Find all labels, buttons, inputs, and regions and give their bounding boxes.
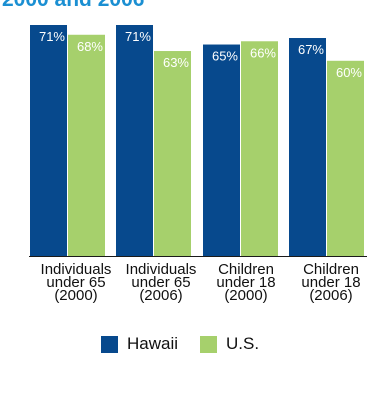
bar-value-label-hawaii-1: 71% (39, 29, 65, 44)
bar-hawaii-2 (116, 25, 153, 256)
category-label-2: Individuals under 65 (2006) (125, 261, 197, 304)
bar-us-3 (241, 41, 278, 256)
bar-hawaii-4 (289, 38, 326, 256)
bar-us-2 (154, 51, 191, 256)
legend-label-us: U.S. (226, 334, 260, 353)
legend-item-hawaii: Hawaii (101, 333, 178, 355)
bar-value-label-hawaii-4: 67% (298, 42, 324, 57)
category-label-4: Children under 18 (2006) (301, 261, 361, 304)
bar-value-label-hawaii-2: 71% (125, 29, 151, 44)
bar-value-label-us-4: 60% (336, 65, 362, 80)
legend-item-us: U.S. (200, 333, 259, 355)
category-label-3: Children under 18 (2000) (216, 261, 276, 304)
legend-swatch-us (200, 335, 217, 353)
legend-label-hawaii: Hawaii (127, 334, 179, 353)
bar-value-label-hawaii-3: 65% (212, 49, 238, 64)
bar-value-label-us-2: 63% (163, 55, 189, 70)
bar-value-label-us-3: 66% (250, 45, 276, 60)
chart-title-area: 2000 and 2006 (0, 0, 372, 12)
bar-hawaii-1 (30, 25, 67, 256)
legend-swatch-hawaii (101, 335, 118, 353)
category-label-1: Individuals under 65 (2000) (40, 261, 112, 304)
bar-us-1 (68, 34, 105, 257)
bar-value-label-us-1: 68% (77, 39, 103, 54)
bar-hawaii-3 (203, 44, 240, 257)
bar-us-4 (327, 60, 364, 257)
chart-title: 2000 and 2006 (2, 0, 144, 12)
